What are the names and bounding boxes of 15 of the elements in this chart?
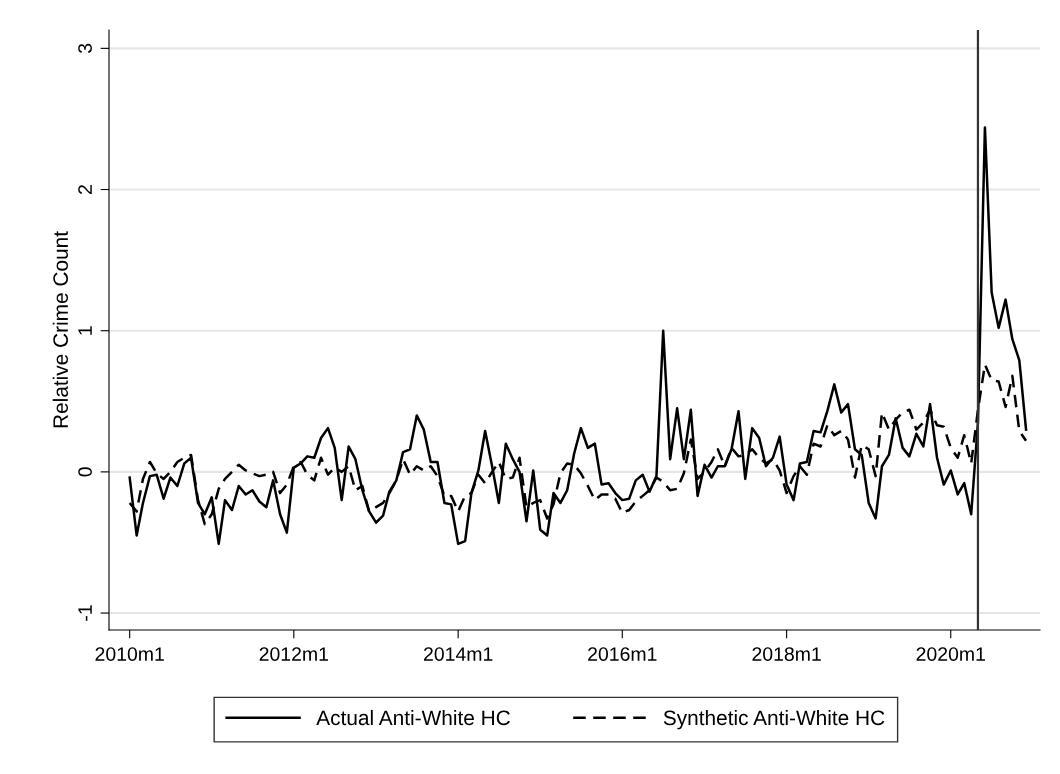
y-tick-label: 1 (78, 326, 92, 335)
y-tick-label: 0 (78, 467, 92, 477)
legend-label: Actual Anti-White HC (316, 709, 510, 726)
y-tick-label: 3 (78, 43, 92, 54)
x-tick-label: 2012m1 (259, 647, 328, 661)
x-tick-label: 2018m1 (752, 647, 821, 661)
x-tick-label: 2010m1 (95, 647, 164, 661)
x-tick-label: 2016m1 (588, 647, 657, 661)
y-axis-title: Relative Crime Count (52, 231, 69, 428)
y-tick-label: 2 (78, 185, 92, 194)
y-tick-label: -1 (78, 605, 92, 621)
x-tick-label: 2014m1 (424, 647, 493, 661)
x-tick-label: 2020m1 (916, 647, 985, 661)
line-series (128, 126, 1028, 546)
legend-label: Synthetic Anti-White HC (663, 709, 885, 730)
